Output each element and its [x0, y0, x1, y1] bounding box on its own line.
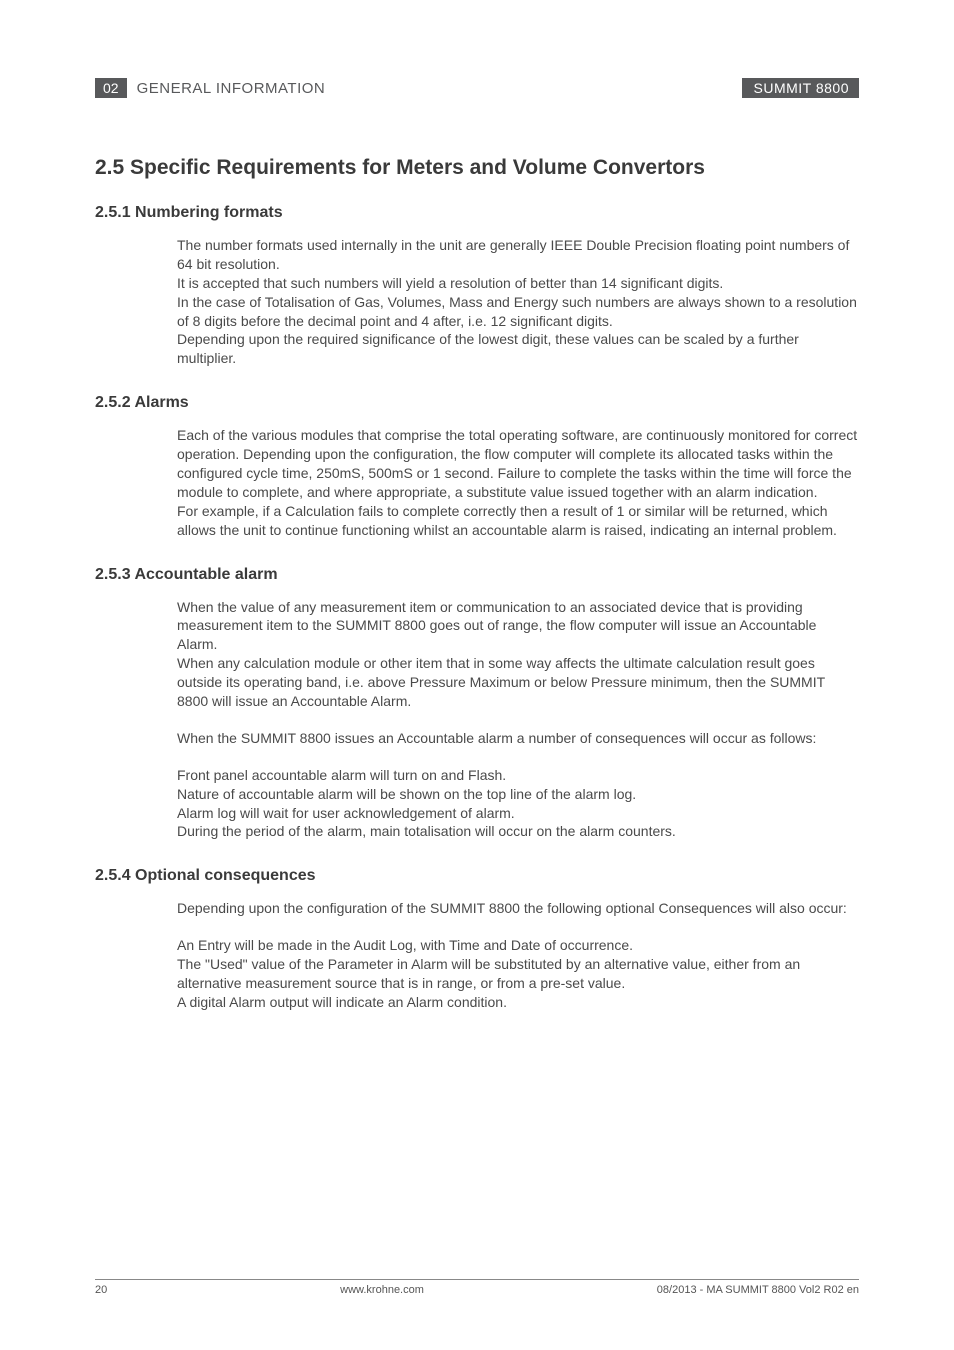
- document-page: 02 GENERAL INFORMATION SUMMIT 8800 2.5 S…: [0, 0, 954, 1350]
- paragraph: When the SUMMIT 8800 issues an Accountab…: [177, 729, 859, 748]
- paragraph: An Entry will be made in the Audit Log, …: [177, 936, 859, 955]
- paragraph: During the period of the alarm, main tot…: [177, 822, 859, 841]
- paragraph: Depending upon the required significance…: [177, 330, 859, 368]
- paragraph: A digital Alarm output will indicate an …: [177, 993, 859, 1012]
- paragraph: For example, if a Calculation fails to c…: [177, 502, 859, 540]
- page-number: 20: [95, 1284, 107, 1296]
- paragraph: Depending upon the configuration of the …: [177, 899, 859, 918]
- paragraph: Nature of accountable alarm will be show…: [177, 785, 859, 804]
- paragraph: The "Used" value of the Parameter in Ala…: [177, 955, 859, 993]
- paragraph: Front panel accountable alarm will turn …: [177, 766, 859, 785]
- chapter-title: GENERAL INFORMATION: [137, 80, 326, 97]
- body-text-2-5-1: The number formats used internally in th…: [177, 236, 859, 368]
- footer-website: www.krohne.com: [340, 1284, 424, 1296]
- section-2-5-1: 2.5.1 Numbering formats The number forma…: [95, 204, 859, 368]
- body-text-2-5-3: When the value of any measurement item o…: [177, 598, 859, 842]
- chapter-number-box: 02: [95, 78, 127, 98]
- page-header: 02 GENERAL INFORMATION SUMMIT 8800: [95, 78, 859, 98]
- footer-doc-ref: 08/2013 - MA SUMMIT 8800 Vol2 R02 en: [657, 1284, 859, 1296]
- paragraph: It is accepted that such numbers will yi…: [177, 274, 859, 293]
- section-2-5-3: 2.5.3 Accountable alarm When the value o…: [95, 566, 859, 842]
- paragraph: Each of the various modules that compris…: [177, 426, 859, 502]
- page-footer: 20 www.krohne.com 08/2013 - MA SUMMIT 88…: [95, 1279, 859, 1296]
- subheading-2-5-4: 2.5.4 Optional consequences: [95, 867, 859, 885]
- paragraph: When any calculation module or other ite…: [177, 654, 859, 711]
- body-text-2-5-4: Depending upon the configuration of the …: [177, 899, 859, 1011]
- subheading-2-5-1: 2.5.1 Numbering formats: [95, 204, 859, 222]
- section-2-5-2: 2.5.2 Alarms Each of the various modules…: [95, 394, 859, 539]
- subheading-2-5-2: 2.5.2 Alarms: [95, 394, 859, 412]
- paragraph: When the value of any measurement item o…: [177, 598, 859, 655]
- section-heading-2-5: 2.5 Specific Requirements for Meters and…: [95, 156, 859, 180]
- subheading-2-5-3: 2.5.3 Accountable alarm: [95, 566, 859, 584]
- section-2-5-4: 2.5.4 Optional consequences Depending up…: [95, 867, 859, 1011]
- paragraph: The number formats used internally in th…: [177, 236, 859, 274]
- paragraph: Alarm log will wait for user acknowledge…: [177, 804, 859, 823]
- body-text-2-5-2: Each of the various modules that compris…: [177, 426, 859, 539]
- product-name-box: SUMMIT 8800: [742, 78, 860, 98]
- paragraph: In the case of Totalisation of Gas, Volu…: [177, 293, 859, 331]
